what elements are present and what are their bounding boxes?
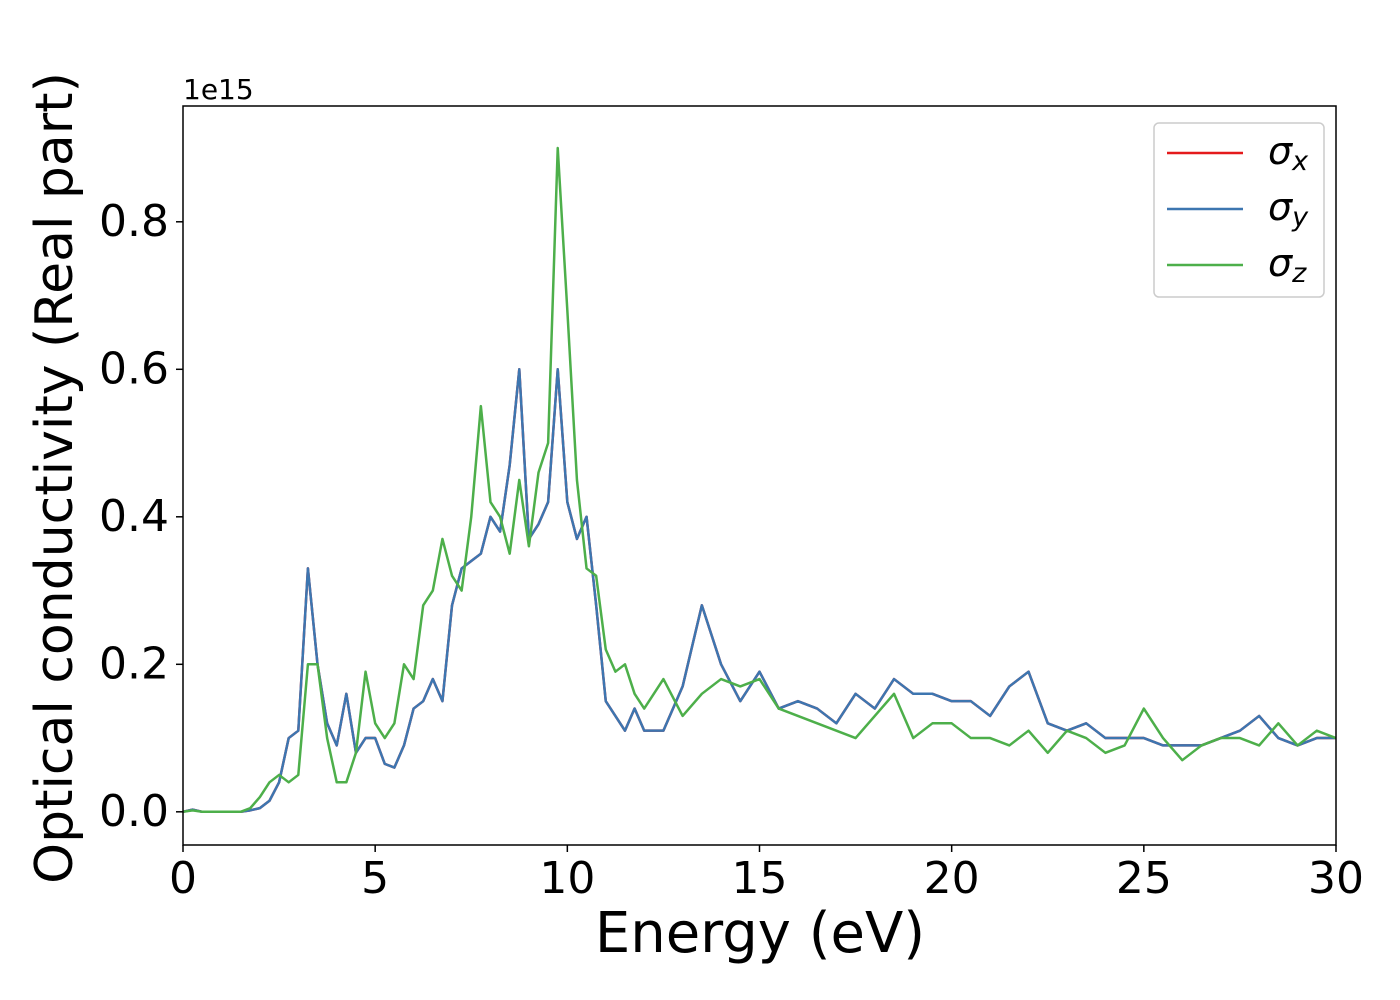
y-tick-label: 0.8	[99, 196, 169, 247]
legend-symbol: σ	[1268, 241, 1294, 285]
y-tick-label: 0.2	[99, 638, 169, 689]
legend-subscript: z	[1291, 258, 1307, 289]
x-tick-label: 0	[169, 853, 197, 904]
x-tick-label: 15	[732, 853, 788, 904]
legend-symbol: σ	[1268, 129, 1294, 173]
series-line	[183, 146, 1336, 814]
legend-label: σy	[1268, 185, 1309, 233]
x-tick-label: 30	[1308, 853, 1364, 904]
legend-subscript: y	[1291, 202, 1309, 233]
x-tick-label: 25	[1116, 853, 1172, 904]
x-tick-label: 5	[361, 853, 389, 904]
y-offset-label: 1e15	[183, 73, 254, 106]
legend-label: σx	[1268, 129, 1309, 177]
x-axis-label: Energy (eV)	[595, 901, 925, 966]
legend-symbol: σ	[1268, 185, 1294, 229]
x-tick-label: 10	[539, 853, 595, 904]
y-axis-label: Optical conductivity (Real part)	[25, 72, 85, 884]
legend-subscript: x	[1291, 146, 1309, 177]
y-tick-label: 0.6	[99, 343, 169, 394]
legend-label: σz	[1268, 241, 1307, 289]
plot-frame	[182, 105, 1337, 846]
x-tick-label: 20	[924, 853, 980, 904]
y-tick-label: 0.0	[99, 786, 169, 837]
y-tick-label: 0.4	[99, 491, 169, 542]
